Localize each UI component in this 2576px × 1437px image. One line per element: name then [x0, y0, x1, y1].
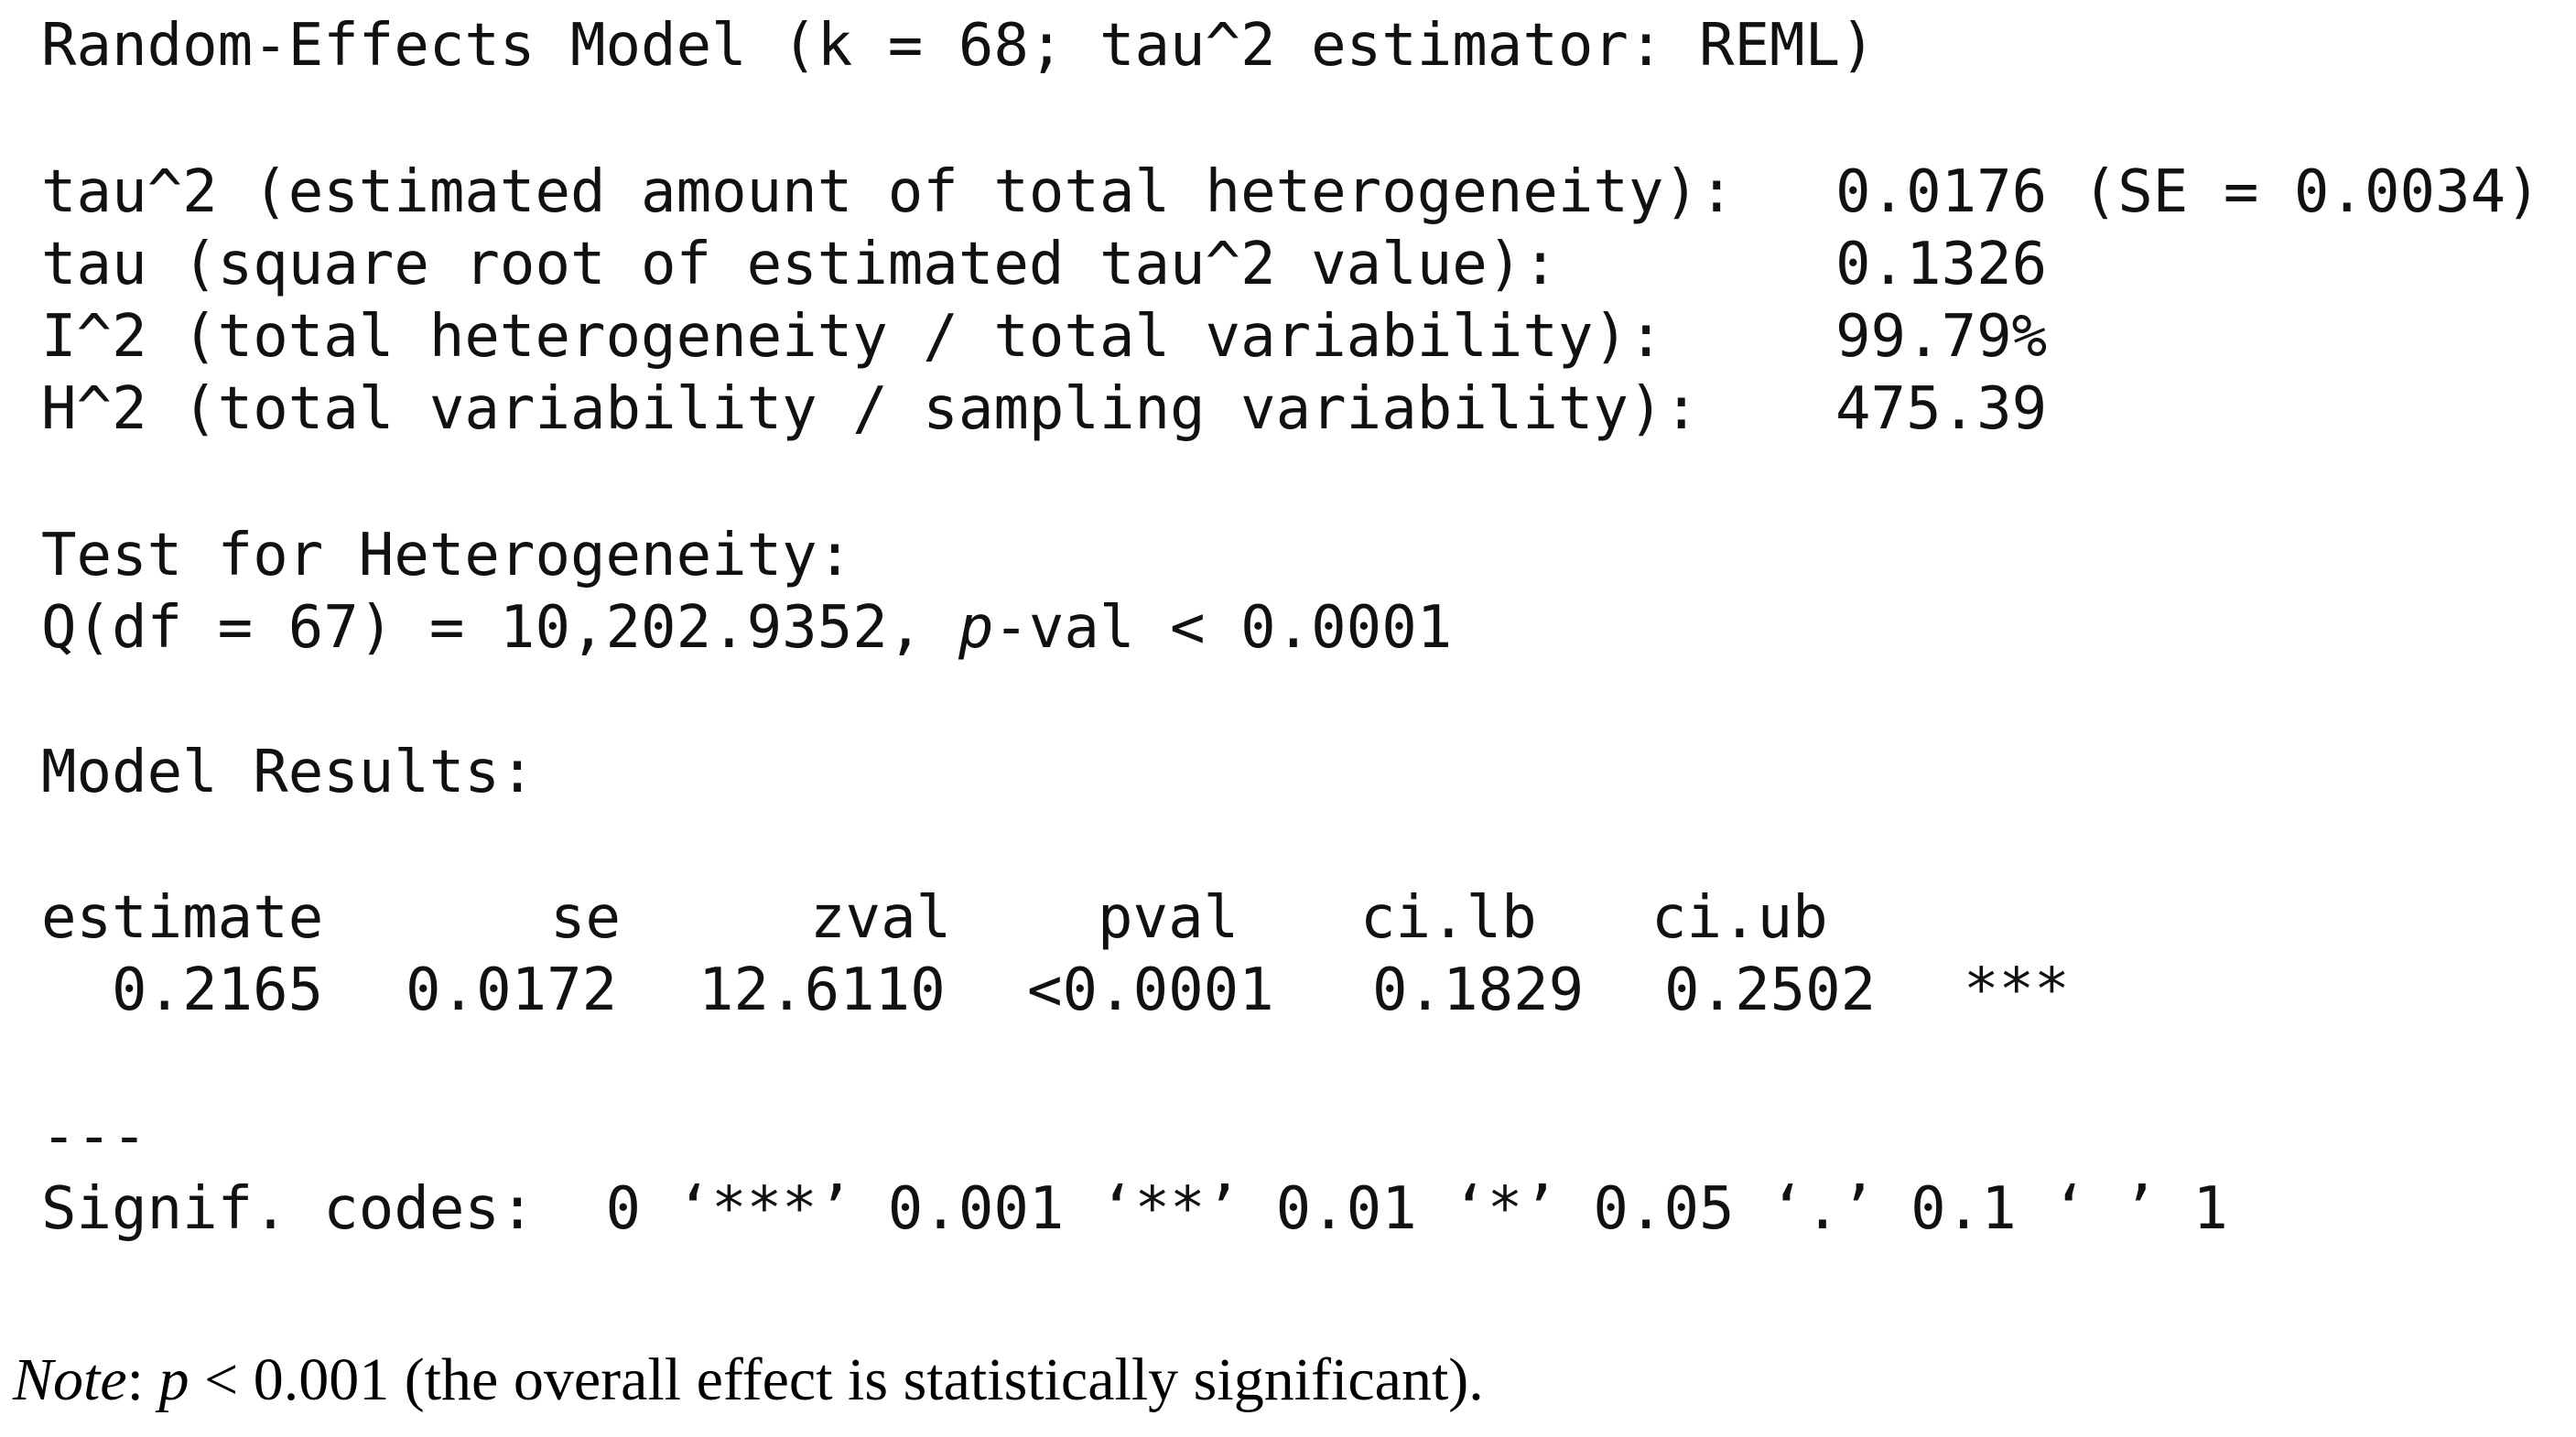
note-label: Note [13, 1346, 127, 1413]
column-header: ci.lb [1360, 884, 1537, 952]
het-value: 99.79% [1835, 303, 2048, 371]
het-label: tau^2 (estimated amount of total heterog… [41, 158, 1735, 226]
note-colon: : [126, 1346, 159, 1413]
result-value: 0.2165 [112, 956, 324, 1024]
significance-stars: *** [1964, 956, 2070, 1024]
results-title: Model Results: [41, 739, 536, 806]
note: Note: p < 0.001 (the overall effect is s… [13, 1350, 1484, 1410]
separator: --- [41, 1103, 147, 1171]
column-header: estimate [41, 884, 324, 952]
result-value: 12.6110 [698, 956, 946, 1024]
p-symbol: p [958, 594, 994, 662]
het-value: 475.39 [1835, 375, 2048, 443]
het-value: 0.0176 (SE = 0.0034) [1835, 158, 2541, 226]
het-label: I^2 (total heterogeneity / total variabi… [41, 303, 1664, 371]
column-header: se [550, 884, 622, 952]
note-p: p [158, 1346, 189, 1413]
column-header: zval [810, 884, 952, 952]
het-value: 0.1326 [1835, 231, 2048, 298]
note-text: < 0.001 (the overall effect is statistic… [189, 1346, 1484, 1413]
het-label: H^2 (total variability / sampling variab… [41, 375, 1699, 443]
het-label: tau (square root of estimated tau^2 valu… [41, 231, 1558, 298]
result-value: 0.0172 [406, 956, 618, 1024]
p-text: -val < 0.0001 [993, 594, 1453, 662]
result-value: 0.1829 [1372, 956, 1585, 1024]
model-header: Random-Effects Model (k = 68; tau^2 esti… [41, 12, 1876, 80]
test-line: Q(df = 67) = 10,202.9352, p-val < 0.0001 [41, 599, 1452, 657]
result-value: <0.0001 [1027, 956, 1274, 1024]
signif-codes: Signif. codes: 0 ‘***’ 0.001 ‘**’ 0.01 ‘… [41, 1175, 2228, 1243]
result-value: 0.2502 [1664, 956, 1877, 1024]
column-header: ci.ub [1651, 884, 1828, 952]
column-header: pval [1098, 884, 1239, 952]
test-statistic: Q(df = 67) = 10,202.9352, [41, 594, 958, 662]
test-title: Test for Heterogeneity: [41, 522, 853, 589]
